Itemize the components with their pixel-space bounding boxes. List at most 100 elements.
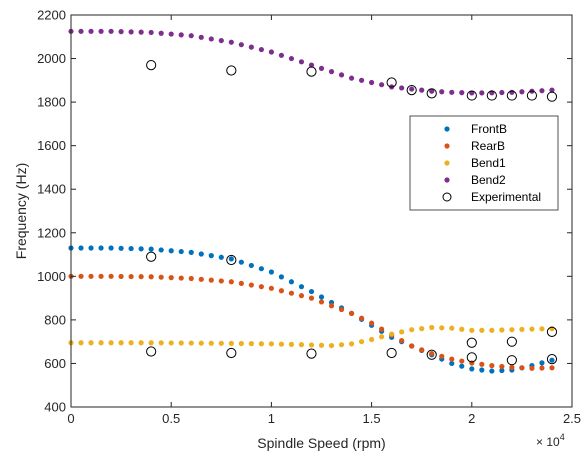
data-point (479, 367, 485, 373)
data-point (519, 365, 525, 371)
data-point (288, 279, 295, 285)
data-point (539, 365, 545, 371)
experimental-point (146, 346, 157, 357)
data-point (348, 75, 355, 81)
data-point (208, 36, 214, 42)
data-point (449, 325, 455, 331)
experimental-point (546, 326, 558, 337)
data-point (108, 340, 114, 346)
legend-marker (444, 143, 450, 149)
data-point (519, 326, 525, 332)
data-point (298, 59, 305, 65)
data-point (469, 327, 475, 333)
data-point (228, 279, 234, 285)
data-point (98, 245, 104, 251)
data-point (379, 334, 385, 340)
data-point (198, 340, 204, 346)
data-point (158, 30, 164, 36)
data-point (539, 360, 545, 366)
data-point (178, 275, 184, 281)
data-point (188, 249, 194, 255)
experimental-point (226, 347, 237, 359)
data-point (449, 89, 455, 95)
data-point (98, 28, 104, 34)
legend-marker (444, 126, 450, 132)
data-point (128, 29, 134, 35)
data-point (278, 288, 285, 294)
data-point (338, 72, 345, 78)
data-point (178, 340, 184, 346)
data-point (258, 266, 264, 272)
data-point (509, 327, 515, 333)
series-experimental (146, 59, 558, 366)
data-point (419, 326, 425, 332)
data-point (469, 90, 475, 96)
data-point (459, 358, 465, 364)
data-point (258, 284, 264, 290)
x-exponent-base: × 10 (536, 435, 560, 449)
legend-label: RearB (471, 139, 505, 153)
x-exponent-power: 4 (560, 432, 565, 442)
data-point (328, 342, 335, 349)
data-point (429, 88, 435, 94)
data-point (549, 87, 555, 93)
series-rearb (68, 273, 555, 371)
x-axis-label: Spindle Speed (rpm) (257, 435, 385, 451)
data-point (148, 29, 154, 36)
data-point (78, 245, 84, 251)
data-point (218, 254, 224, 260)
legend-marker (444, 177, 450, 183)
plot-box (71, 15, 572, 407)
experimental-point (426, 349, 437, 360)
y-tick-label: 1000 (37, 269, 66, 284)
y-tick-label: 1200 (37, 225, 66, 240)
y-axis-label: Frequency (Hz) (13, 163, 29, 259)
data-point (258, 46, 264, 53)
y-tick-label: 2000 (37, 51, 66, 66)
data-point (228, 256, 234, 262)
data-point (268, 341, 274, 347)
data-point (228, 340, 234, 347)
x-tick-label: 0 (67, 411, 74, 426)
data-point (278, 274, 285, 280)
experimental-point (466, 337, 477, 348)
legend-item: Experimental (442, 190, 541, 204)
data-point (118, 29, 124, 35)
data-point (128, 340, 134, 346)
data-point (78, 28, 84, 34)
experimental-point (306, 66, 317, 77)
data-point (278, 341, 285, 347)
legend-item: Bend2 (444, 173, 506, 187)
data-point (348, 341, 355, 347)
data-point (429, 351, 435, 357)
data-point (499, 327, 505, 333)
data-point (399, 337, 405, 344)
data-point (439, 325, 445, 331)
data-point (409, 327, 415, 333)
legend-label: FrontB (471, 122, 507, 136)
data-point (308, 295, 315, 301)
data-point (158, 340, 164, 346)
y-tick-label: 2200 (37, 8, 66, 23)
y-tick-label: 400 (44, 400, 66, 415)
experimental-point (526, 90, 538, 101)
data-point (499, 367, 505, 374)
data-point (248, 262, 254, 269)
data-point (348, 310, 355, 316)
data-point (539, 326, 545, 332)
axes-layer: 0 0.5 1 1.5 2 2.5 400 600 800 1000 1200 1400 1600 180… (37, 8, 581, 427)
data-point (148, 274, 154, 280)
experimental-point (226, 65, 237, 76)
data-point (549, 357, 555, 363)
experimental-point (506, 90, 517, 101)
data-point (188, 340, 194, 346)
experimental-point (506, 336, 517, 347)
legend-item: Bend1 (444, 156, 506, 170)
data-point (308, 288, 315, 295)
legend-item: RearB (444, 139, 505, 153)
data-point (479, 90, 485, 96)
x-tick-label: 0.5 (162, 411, 180, 426)
data-point (389, 331, 395, 337)
data-point (148, 246, 154, 252)
